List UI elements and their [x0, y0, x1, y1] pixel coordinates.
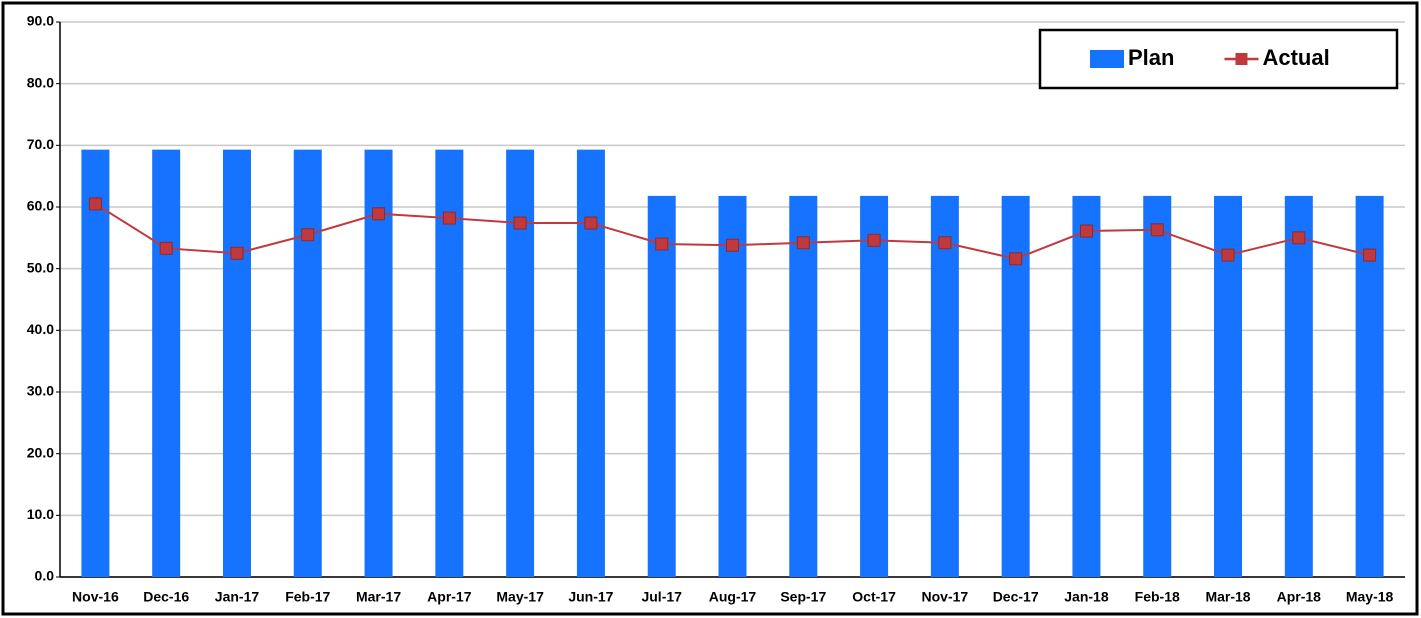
bar: [1143, 195, 1172, 577]
marker: [938, 236, 952, 250]
x-tick-label: Mar-17: [356, 589, 401, 605]
bar: [860, 195, 889, 577]
marker: [1079, 224, 1093, 238]
x-tick-label: Feb-17: [285, 589, 330, 605]
marker: [1150, 223, 1164, 237]
y-tick-label: 40.0: [27, 321, 54, 337]
x-tick-label: Apr-17: [427, 589, 472, 605]
marker: [867, 233, 881, 247]
x-tick-label: Feb-18: [1135, 589, 1180, 605]
y-tick-label: 10.0: [27, 506, 54, 522]
x-tick-label: Nov-17: [922, 589, 969, 605]
marker: [372, 207, 386, 221]
y-tick-label: 50.0: [27, 259, 54, 275]
bar: [293, 149, 322, 577]
marker: [584, 216, 598, 230]
x-tick-label: May-17: [496, 589, 544, 605]
x-tick-label: Apr-18: [1277, 589, 1322, 605]
marker: [1363, 248, 1377, 262]
legend-swatch: [1090, 50, 1124, 68]
x-tick-label: Aug-17: [709, 589, 757, 605]
marker: [230, 246, 244, 260]
marker: [88, 197, 102, 211]
marker: [442, 211, 456, 225]
x-tick-label: Dec-17: [993, 589, 1039, 605]
bar: [1072, 195, 1101, 577]
y-tick-label: 80.0: [27, 74, 54, 90]
x-tick-label: Nov-16: [72, 589, 119, 605]
bar: [81, 149, 110, 577]
x-tick-label: Sep-17: [780, 589, 826, 605]
x-tick-label: Dec-16: [143, 589, 189, 605]
y-tick-label: 20.0: [27, 444, 54, 460]
y-tick-label: 60.0: [27, 198, 54, 214]
y-tick-label: 30.0: [27, 383, 54, 399]
bar: [930, 195, 959, 577]
x-tick-label: Jan-18: [1064, 589, 1109, 605]
marker: [1292, 231, 1306, 245]
bar: [576, 149, 605, 577]
legend-swatch: [1235, 53, 1248, 65]
y-tick-label: 90.0: [27, 13, 54, 29]
bar: [364, 149, 393, 577]
x-tick-label: Jan-17: [215, 589, 260, 605]
y-tick-label: 0.0: [35, 568, 55, 584]
marker: [796, 236, 810, 250]
legend-label: Actual: [1262, 45, 1329, 70]
y-tick-label: 70.0: [27, 136, 54, 152]
x-tick-label: Mar-18: [1205, 589, 1250, 605]
bar: [152, 149, 181, 577]
bar: [506, 149, 535, 577]
x-tick-label: Jun-17: [568, 589, 613, 605]
x-tick-label: Jul-17: [641, 589, 682, 605]
x-tick-label: May-18: [1346, 589, 1394, 605]
marker: [1221, 248, 1235, 262]
legend-label: Plan: [1128, 45, 1174, 70]
x-tick-label: Oct-17: [852, 589, 896, 605]
marker: [513, 216, 527, 230]
marker: [301, 228, 315, 242]
marker: [655, 237, 669, 251]
bar: [647, 195, 676, 577]
bar: [1284, 195, 1313, 577]
bar: [789, 195, 818, 577]
bar: [222, 149, 251, 577]
marker: [159, 241, 173, 255]
bar: [718, 195, 747, 577]
marker: [1009, 252, 1023, 266]
marker: [726, 238, 739, 252]
